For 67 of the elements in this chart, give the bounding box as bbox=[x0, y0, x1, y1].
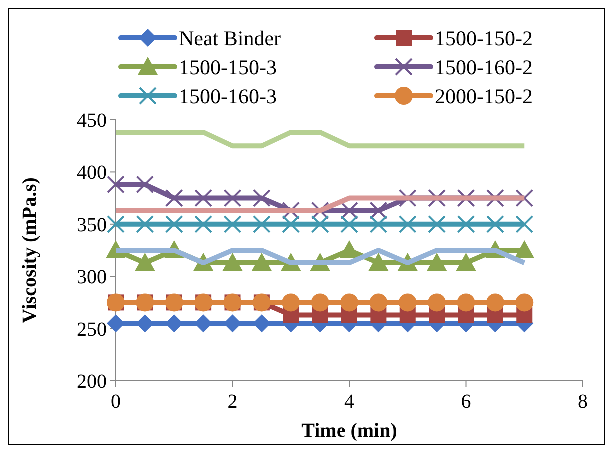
point bbox=[252, 253, 272, 272]
y-tick-label: 350 bbox=[77, 214, 107, 236]
point bbox=[428, 294, 446, 312]
point bbox=[516, 189, 534, 208]
point bbox=[311, 202, 330, 220]
point bbox=[398, 294, 417, 312]
point bbox=[282, 215, 300, 234]
point bbox=[107, 314, 125, 333]
legend-label: 1500-160-2 bbox=[435, 55, 533, 80]
legend-label: 1500-160-3 bbox=[179, 84, 277, 108]
point bbox=[340, 215, 358, 234]
point bbox=[428, 215, 446, 234]
x-tick-label: 0 bbox=[111, 391, 121, 413]
x-axis-title: Time (min) bbox=[302, 420, 398, 442]
legend-label: 2000-150-2 bbox=[435, 84, 533, 108]
point bbox=[165, 189, 184, 208]
point bbox=[107, 215, 125, 234]
point bbox=[224, 189, 242, 208]
point bbox=[457, 189, 476, 208]
point bbox=[427, 253, 448, 272]
point bbox=[398, 215, 417, 234]
y-axis-title: Viscosity (mPa.s) bbox=[19, 178, 41, 324]
y-tick-label: 400 bbox=[77, 162, 107, 184]
point bbox=[136, 215, 154, 234]
point bbox=[486, 294, 504, 312]
point bbox=[194, 189, 213, 208]
point bbox=[370, 202, 388, 220]
point bbox=[136, 176, 154, 194]
point bbox=[486, 215, 504, 234]
point bbox=[516, 215, 534, 234]
x-tick-label: 4 bbox=[344, 391, 354, 413]
point bbox=[311, 215, 330, 234]
point bbox=[457, 294, 476, 312]
point bbox=[370, 294, 388, 312]
y-tick-label: 300 bbox=[77, 266, 107, 289]
point bbox=[486, 189, 504, 208]
legend-label: 1500-150-3 bbox=[179, 55, 277, 80]
x-tick-label: 6 bbox=[461, 391, 472, 413]
point bbox=[368, 253, 389, 272]
legend-label: 1500-150-2 bbox=[435, 26, 533, 50]
point bbox=[428, 189, 446, 208]
point bbox=[135, 253, 156, 272]
point bbox=[340, 294, 358, 312]
point bbox=[282, 202, 300, 220]
point bbox=[194, 215, 213, 234]
y-tick-label: 250 bbox=[77, 318, 107, 341]
point bbox=[222, 253, 243, 272]
y-tick-label: 450 bbox=[77, 110, 107, 132]
y-tick-label: 200 bbox=[77, 371, 107, 393]
point bbox=[311, 294, 330, 312]
point bbox=[398, 189, 417, 208]
legend-label: Neat Binder bbox=[179, 26, 282, 50]
point bbox=[340, 240, 360, 258]
point bbox=[516, 294, 534, 312]
x-tick-label: 8 bbox=[578, 391, 588, 413]
point bbox=[107, 176, 125, 194]
point bbox=[165, 215, 184, 234]
point bbox=[224, 215, 242, 234]
point bbox=[282, 294, 300, 312]
point bbox=[457, 215, 476, 234]
x-tick-label: 2 bbox=[228, 391, 238, 413]
point bbox=[456, 253, 476, 272]
point bbox=[514, 240, 535, 258]
point bbox=[252, 189, 271, 208]
point bbox=[252, 215, 271, 234]
point bbox=[370, 215, 388, 234]
point bbox=[340, 202, 358, 220]
